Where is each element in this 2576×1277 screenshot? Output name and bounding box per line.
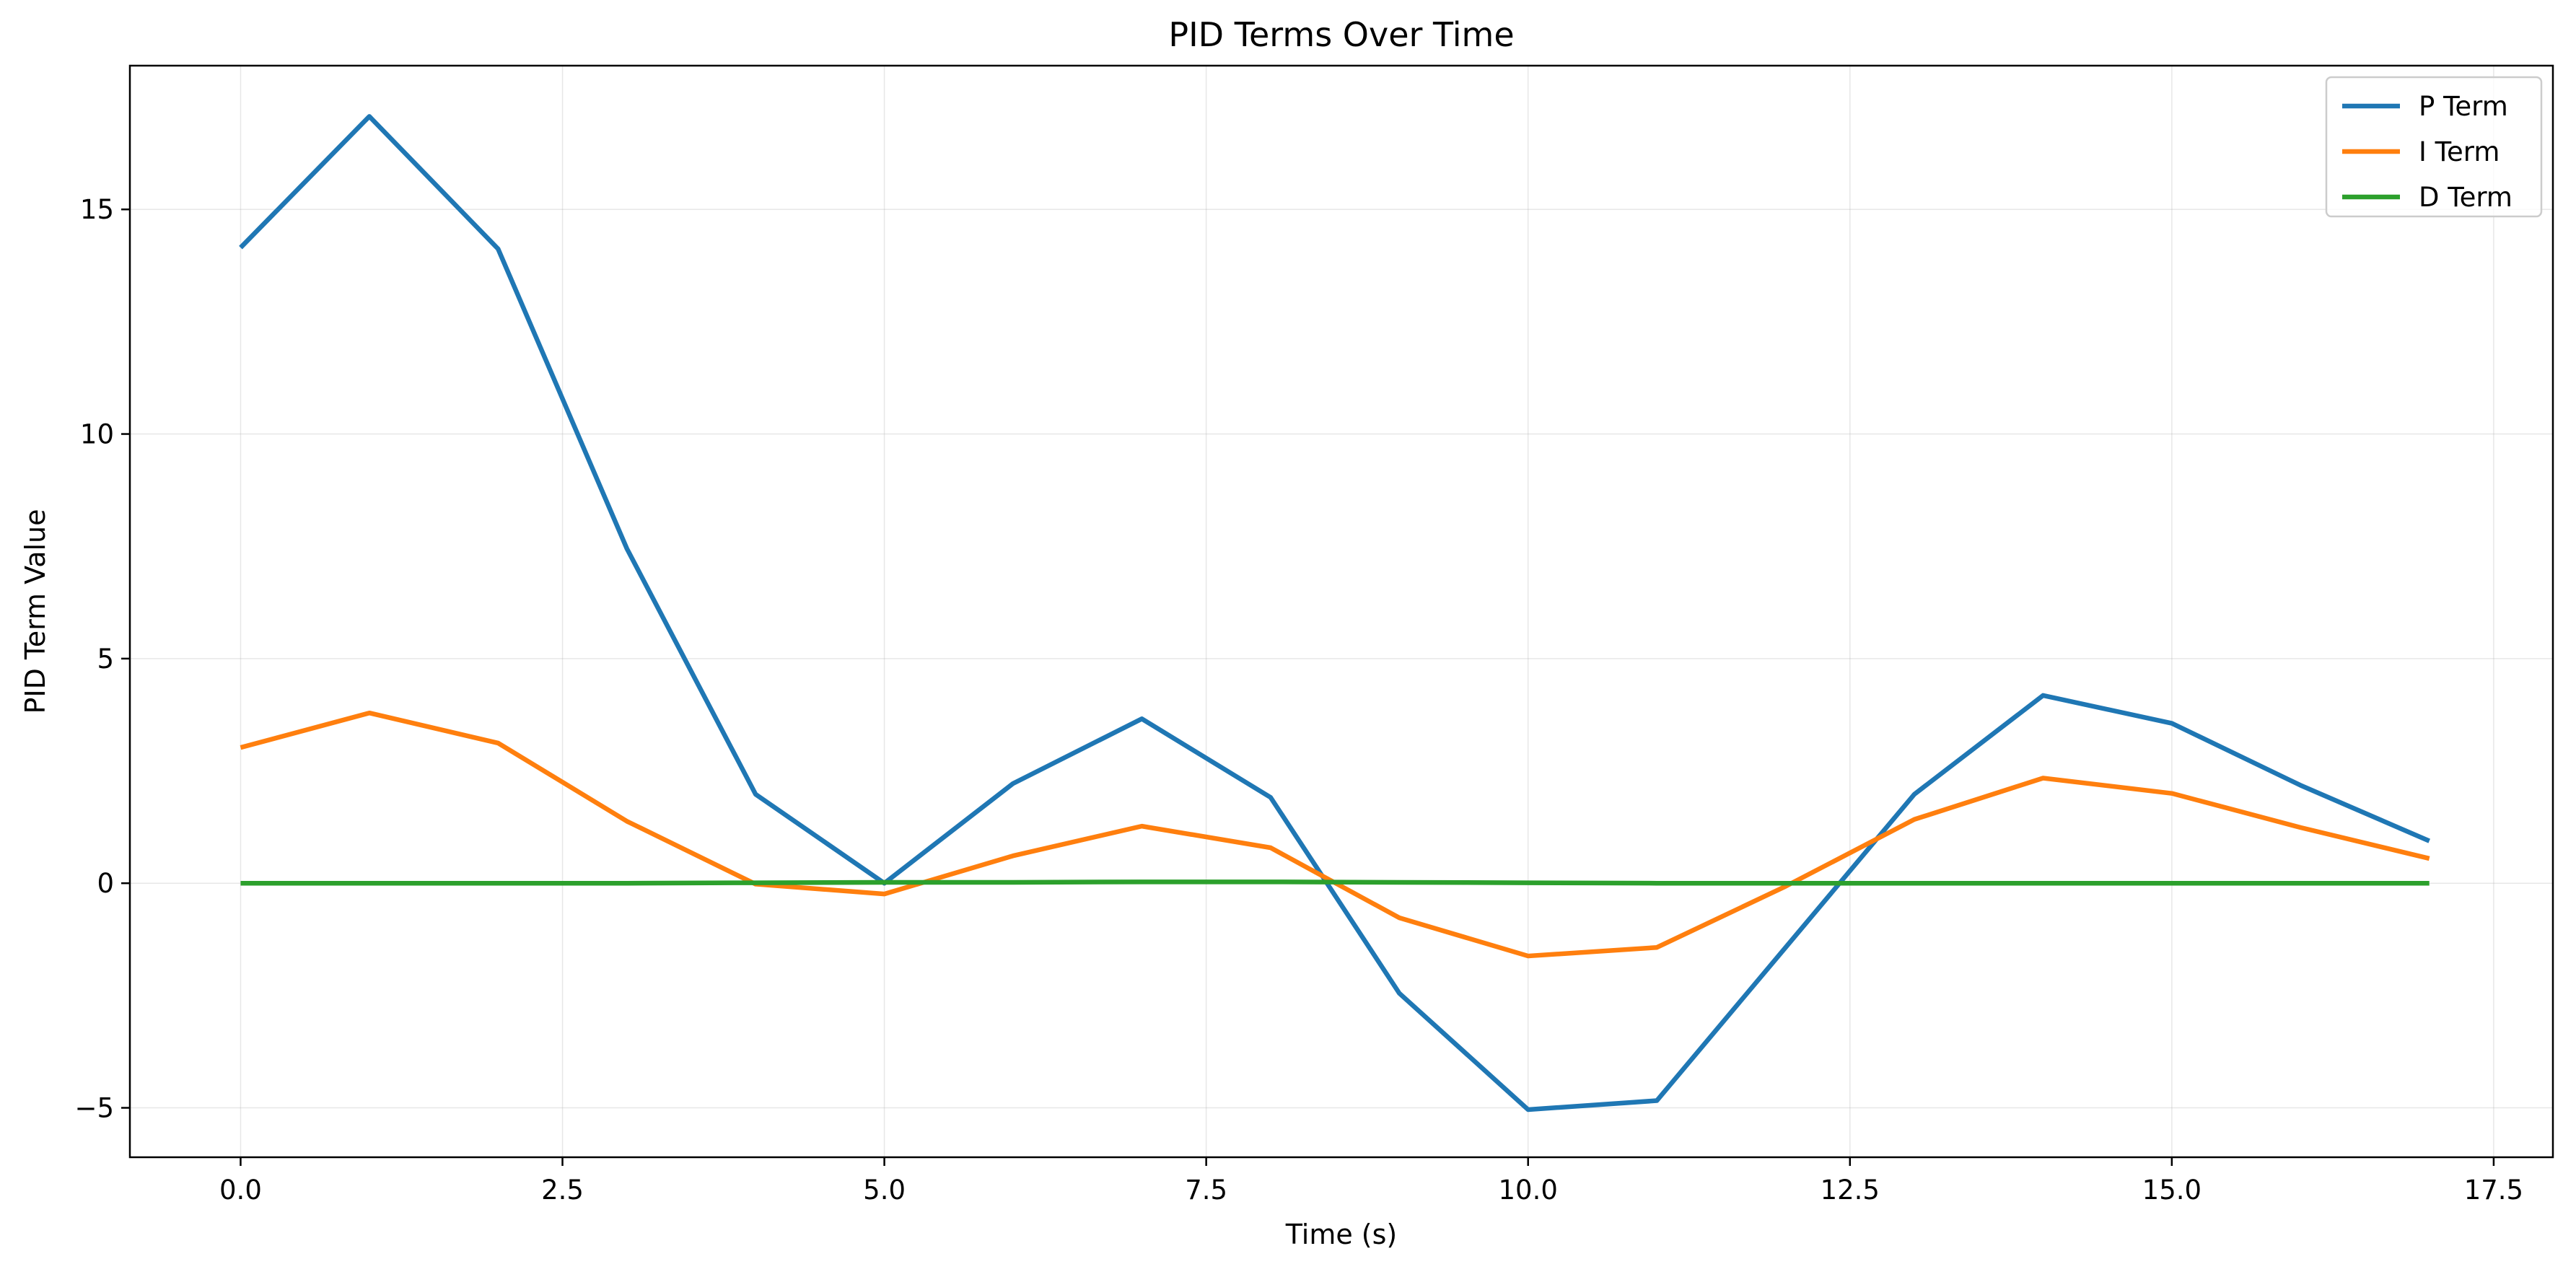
y-tick-label: 0 bbox=[97, 868, 114, 899]
x-tick-label: 15.0 bbox=[2142, 1175, 2202, 1206]
legend-label-d-term: D Term bbox=[2419, 182, 2513, 213]
legend-box bbox=[2325, 76, 2543, 218]
x-tick-label: 17.5 bbox=[2464, 1175, 2523, 1206]
x-tick-label: 12.5 bbox=[1821, 1175, 1880, 1206]
y-tick-label: −5 bbox=[74, 1093, 114, 1124]
x-tick-label: 5.0 bbox=[863, 1175, 906, 1206]
legend: P Term I Term D Term bbox=[2325, 76, 2543, 218]
y-tick-label: 15 bbox=[80, 194, 114, 225]
x-tick-label: 0.0 bbox=[219, 1175, 262, 1206]
x-tick-label: 10.0 bbox=[1499, 1175, 1558, 1206]
y-axis-label: PID Term Value bbox=[19, 509, 51, 714]
ticks: 0.0 2.5 5.0 7.5 10.0 12.5 15.0 17.5 −5 0 5 10 15 bbox=[74, 194, 2523, 1206]
chart-title: PID Terms Over Time bbox=[1168, 15, 1514, 54]
legend-label-i-term: I Term bbox=[2419, 136, 2500, 167]
series-line-d-term bbox=[240, 879, 2430, 886]
y-tick-label: 10 bbox=[80, 419, 114, 450]
series-lines bbox=[239, 114, 2431, 1113]
axes-frame bbox=[128, 64, 2554, 1159]
x-tick-label: 7.5 bbox=[1185, 1175, 1227, 1206]
legend-label-p-term: P Term bbox=[2419, 91, 2508, 122]
y-tick-label: 5 bbox=[97, 644, 114, 675]
x-axis-label: Time (s) bbox=[1285, 1219, 1398, 1250]
series-line-p-term bbox=[239, 114, 2431, 1113]
x-tick-label: 2.5 bbox=[541, 1175, 584, 1206]
